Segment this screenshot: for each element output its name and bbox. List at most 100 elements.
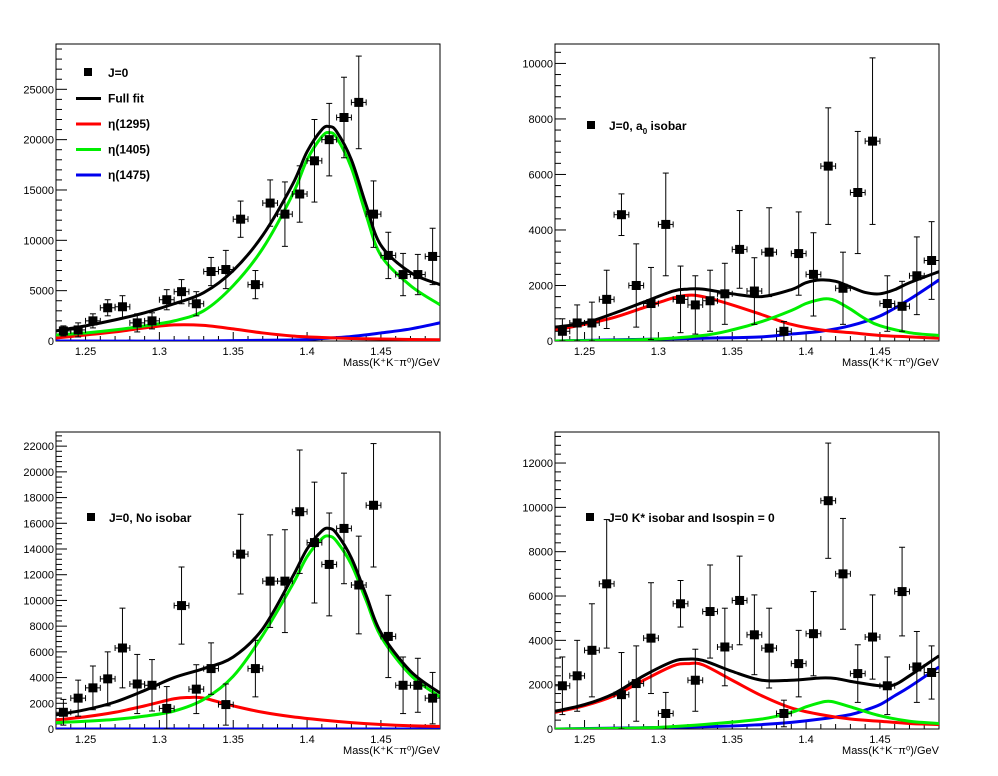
data-point: [265, 576, 275, 586]
curve-full-fit: [56, 124, 440, 333]
data-point: [250, 280, 260, 290]
legend: J=0 Full fit η(1295) η(1405) η(1475): [76, 66, 150, 182]
data-point: [676, 294, 686, 304]
data-point: [572, 671, 582, 681]
x-axis-title: Mass(K⁺K⁻π⁰)/GeV: [842, 357, 940, 369]
y-tick-label: 8000: [30, 621, 54, 633]
curve-full-fit: [56, 526, 440, 717]
data-point: [58, 326, 68, 336]
fit-curves: [555, 654, 939, 729]
x-tick-label: 1.45: [370, 734, 391, 746]
legend: J=0 K* isobar and Isospin = 0: [586, 511, 775, 525]
data-points: [56, 55, 440, 338]
data-point: [354, 97, 364, 107]
y-tick-label: 5000: [30, 286, 54, 298]
data-point: [383, 250, 393, 260]
data-point: [823, 496, 833, 506]
data-point: [720, 289, 730, 299]
data-point: [779, 708, 789, 718]
x-tick-label: 1.25: [75, 734, 96, 746]
x-tick-label: 1.3: [651, 734, 666, 746]
data-point: [690, 675, 700, 685]
legend-label: J=0: [108, 66, 129, 80]
data-point: [265, 198, 275, 208]
data-point: [661, 708, 671, 718]
data-point: [764, 247, 774, 257]
x-tick-label: 1.3: [152, 734, 167, 746]
curve-eta-1405: [56, 534, 440, 725]
y-tick-label: 4000: [529, 225, 553, 237]
data-points: [555, 442, 939, 729]
data-point: [631, 679, 641, 689]
y-tick-label: 0: [48, 724, 54, 736]
data-point: [676, 599, 686, 609]
data-point: [177, 601, 187, 611]
x-tick-label: 1.4: [299, 346, 314, 358]
x-tick-label: 1.45: [370, 346, 391, 358]
y-tick-label: 2000: [529, 680, 553, 692]
data-point: [73, 693, 83, 703]
plot-panel-bottom-right: 0 2000 4000 6000 8000 10000 12000 1.25 1.3 1.35 1.…: [522, 431, 940, 757]
data-point: [132, 679, 142, 689]
legend-label: J=0 K* isobar and Isospin = 0: [608, 511, 775, 525]
data-point: [661, 219, 671, 229]
data-point: [117, 643, 127, 653]
x-tick-label: 1.35: [722, 346, 743, 358]
data-point: [236, 214, 246, 224]
data-point: [823, 161, 833, 171]
y-tick-label: 20000: [23, 467, 54, 479]
data-point: [705, 296, 715, 306]
y-tick-label: 2000: [30, 698, 54, 710]
data-point: [572, 318, 582, 328]
y-tick-label: 18000: [23, 493, 54, 505]
data-point: [324, 135, 334, 145]
x-axis-title: Mass(K⁺K⁻π⁰)/GeV: [343, 745, 441, 757]
data-point: [206, 664, 216, 674]
legend-label: Full fit: [108, 92, 144, 106]
data-point: [428, 693, 438, 703]
data-point: [616, 690, 626, 700]
data-point: [147, 316, 157, 326]
data-point: [616, 210, 626, 220]
y-tick-label: 15000: [23, 185, 54, 197]
x-tick-label: 1.3: [152, 346, 167, 358]
x-tick-label: 1.4: [299, 734, 314, 746]
data-point: [103, 303, 113, 313]
data-point: [808, 629, 818, 639]
data-point: [838, 283, 848, 293]
y-tick-label: 12000: [522, 458, 553, 470]
data-point: [764, 643, 774, 653]
data-point: [868, 632, 878, 642]
data-point: [927, 256, 937, 266]
data-point: [354, 580, 364, 590]
x-tick-label: 1.35: [223, 734, 244, 746]
plot-frame: [55, 43, 441, 342]
data-point: [280, 576, 290, 586]
x-axis-title: Mass(K⁺K⁻π⁰)/GeV: [842, 745, 940, 757]
legend-label-main: J=0, a: [609, 119, 643, 133]
x-tick-label: 1.4: [798, 734, 813, 746]
y-tick-label: 10000: [522, 502, 553, 514]
data-point: [749, 630, 759, 640]
data-point: [339, 523, 349, 533]
legend-marker-data: [84, 68, 92, 76]
y-tick-label: 20000: [23, 135, 54, 147]
data-point: [897, 587, 907, 597]
data-point: [221, 265, 231, 275]
data-point: [705, 607, 715, 617]
data-point: [369, 500, 379, 510]
y-tick-label: 10000: [23, 595, 54, 607]
data-point: [557, 326, 567, 336]
data-point: [557, 681, 567, 691]
data-point: [868, 136, 878, 146]
legend-label: η(1405): [108, 143, 150, 157]
fit-curves: [555, 270, 939, 341]
data-point: [162, 703, 172, 713]
data-point: [587, 645, 597, 655]
data-point: [602, 579, 612, 589]
data-point: [398, 680, 408, 690]
y-tick-label: 8000: [529, 547, 553, 559]
data-point: [853, 188, 863, 197]
data-point: [646, 299, 656, 309]
data-point: [794, 659, 804, 669]
